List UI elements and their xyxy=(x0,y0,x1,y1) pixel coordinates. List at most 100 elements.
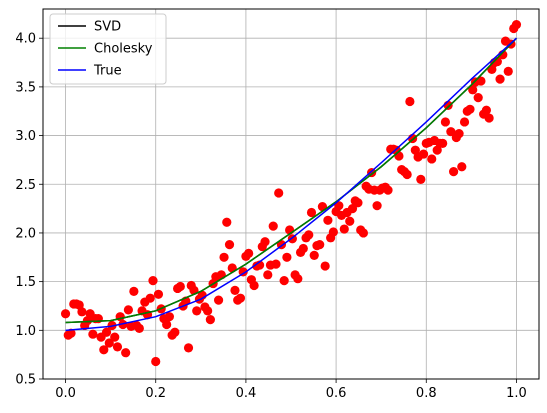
scatter-point xyxy=(268,221,278,231)
scatter-point xyxy=(511,19,522,30)
scatter-point xyxy=(263,270,273,280)
y-tick-label: 4.0 xyxy=(15,32,36,47)
y-tick-label: 1.0 xyxy=(15,324,36,339)
scatter-point xyxy=(481,105,491,115)
scatter-point xyxy=(148,276,158,286)
scatter-point xyxy=(402,169,412,180)
scatter-point xyxy=(383,185,393,195)
line-series xyxy=(65,37,517,332)
x-tick-label: 0.0 xyxy=(55,386,76,401)
scatter-point xyxy=(60,309,71,319)
scatter-point xyxy=(468,85,478,95)
scatter-point xyxy=(405,96,415,107)
scatter-point xyxy=(418,149,429,159)
scatter-point xyxy=(279,276,289,286)
x-axis: 0.0 0.2 0.4 0.6 0.8 1.0 xyxy=(55,379,527,401)
scatter-point xyxy=(112,342,123,352)
scatter-point xyxy=(473,93,483,103)
legend-label-svd: SVD xyxy=(94,20,121,35)
scatter-point xyxy=(367,167,377,178)
scatter-point xyxy=(134,323,144,333)
scatter-point xyxy=(213,295,224,305)
scatter-point xyxy=(358,228,369,238)
scatter-point xyxy=(129,286,139,296)
scatter-point xyxy=(372,201,382,211)
x-tick-label: 0.6 xyxy=(326,386,347,401)
y-axis: 0.5 1.0 1.5 2.0 2.5 3.0 3.5 4.0 xyxy=(15,32,43,388)
y-tick-label: 3.0 xyxy=(15,129,36,144)
scatter-point xyxy=(465,104,475,114)
y-tick-label: 3.5 xyxy=(15,80,36,95)
scatter-point xyxy=(320,261,330,271)
scatter-point xyxy=(345,216,355,226)
scatter-point xyxy=(66,328,76,338)
scatter-point xyxy=(484,113,494,123)
legend: SVD Cholesky True xyxy=(49,13,167,85)
scatter-point xyxy=(153,289,164,299)
scatter-point xyxy=(99,345,109,355)
scatter-point xyxy=(416,174,426,184)
scatter-point xyxy=(457,162,467,172)
y-tick-label: 2.0 xyxy=(15,226,36,241)
scatter-point xyxy=(298,243,308,254)
scatter-point xyxy=(394,151,404,161)
scatter-point xyxy=(495,74,505,84)
scatter-point xyxy=(454,129,464,139)
scatter-point xyxy=(334,201,344,211)
scatter-point xyxy=(339,224,349,234)
legend-box xyxy=(49,13,167,85)
scatter-point xyxy=(183,343,194,353)
scatter-point xyxy=(216,270,226,280)
scatter-point xyxy=(271,259,281,269)
scatter-point xyxy=(175,281,185,292)
scatter-point xyxy=(244,248,254,258)
y-tick-label: 2.5 xyxy=(15,178,36,193)
scatter-series xyxy=(60,19,522,367)
scatter-point xyxy=(274,188,284,198)
scatter-point xyxy=(192,306,202,316)
scatter-point xyxy=(353,198,363,208)
scatter-point xyxy=(446,127,456,137)
scatter-point xyxy=(222,217,232,227)
legend-label-cholesky: Cholesky xyxy=(94,42,153,57)
scatter-point xyxy=(440,117,451,127)
scatter-point xyxy=(328,227,338,237)
scatter-point xyxy=(438,138,448,148)
scatter-point xyxy=(230,285,240,295)
scatter-point xyxy=(151,356,161,367)
scatter-point xyxy=(306,207,317,218)
x-tick-label: 0.8 xyxy=(416,386,437,401)
scatter-point xyxy=(162,319,172,330)
scatter-point xyxy=(110,332,120,342)
scatter-point xyxy=(88,329,98,339)
plot-frame xyxy=(42,8,540,380)
scatter-point xyxy=(260,237,270,247)
scatter-point xyxy=(347,204,358,214)
scatter-point xyxy=(104,338,114,348)
scatter-point xyxy=(77,307,87,317)
x-tick-label: 1.0 xyxy=(506,386,527,401)
scatter-point xyxy=(224,240,235,250)
scatter-point xyxy=(293,274,303,284)
scatter-point xyxy=(309,250,319,260)
scatter-point xyxy=(476,76,486,86)
scatter-point xyxy=(304,230,314,240)
scatter-point xyxy=(123,305,133,315)
scatter-point xyxy=(323,215,333,225)
scatter-point xyxy=(449,167,459,177)
scatter-point xyxy=(164,312,174,322)
scatter-point xyxy=(315,240,325,250)
scatter-point xyxy=(205,315,215,325)
scatter-point xyxy=(219,252,229,262)
scatter-point xyxy=(121,348,131,358)
scatter-point xyxy=(503,66,513,76)
scatter-point xyxy=(492,56,502,67)
scatter-point xyxy=(249,280,259,291)
series-line-cholesky xyxy=(65,37,517,324)
series-line-true xyxy=(65,37,517,332)
scatter-point xyxy=(203,306,213,316)
scatter-point xyxy=(282,252,292,262)
scatter-point xyxy=(101,327,112,337)
scatter-point xyxy=(170,327,180,337)
